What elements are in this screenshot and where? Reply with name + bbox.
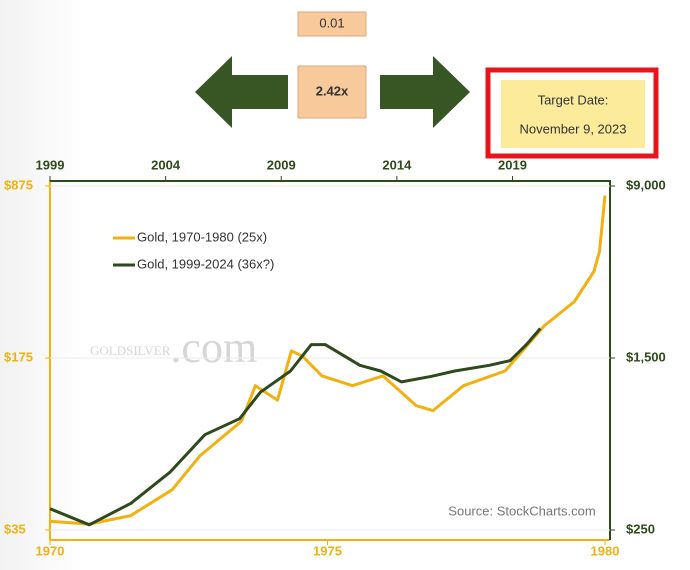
x2-tick-label: 2014	[382, 157, 412, 172]
left-arrow[interactable]	[195, 56, 288, 128]
legend-label: Gold, 1999-2024 (36x?)	[137, 256, 274, 271]
y2-tick-label: $1,500	[626, 349, 666, 364]
legend-label: Gold, 1970-1980 (25x)	[137, 229, 267, 244]
series-line	[49, 195, 607, 526]
x2-tick-label: 2009	[267, 157, 296, 172]
target-box	[501, 80, 645, 148]
multiplier-box	[297, 65, 367, 119]
x-tick-label: 1970	[36, 543, 65, 558]
highlight-box	[485, 67, 659, 159]
multiplier-text: 2.42x	[316, 83, 349, 98]
watermark-suffix: .com	[170, 323, 257, 372]
step-text: 0.01	[319, 15, 344, 30]
watermark-main: GOLDSILVER	[90, 343, 171, 358]
right-arrow[interactable]	[380, 56, 470, 128]
x2-tick-label: 2019	[498, 157, 527, 172]
series-line	[49, 327, 542, 527]
x2-tick-label: 2004	[151, 157, 181, 172]
y-tick-label: $875	[4, 177, 33, 192]
y2-tick-label: $250	[626, 521, 655, 536]
watermark: GOLDSILVER.com	[90, 323, 257, 372]
x-tick-label: 1980	[591, 543, 620, 558]
y2-tick-label: $9,000	[626, 177, 666, 192]
x2-tick-label: 1999	[36, 157, 65, 172]
y-tick-label: $175	[4, 349, 33, 364]
target-date: November 9, 2023	[520, 121, 627, 136]
x-tick-label: 1975	[313, 543, 342, 558]
step-box[interactable]	[297, 11, 367, 37]
target-label: Target Date:	[538, 92, 609, 107]
source: Source: StockCharts.com	[448, 503, 595, 518]
y-tick-label: $35	[4, 521, 26, 536]
